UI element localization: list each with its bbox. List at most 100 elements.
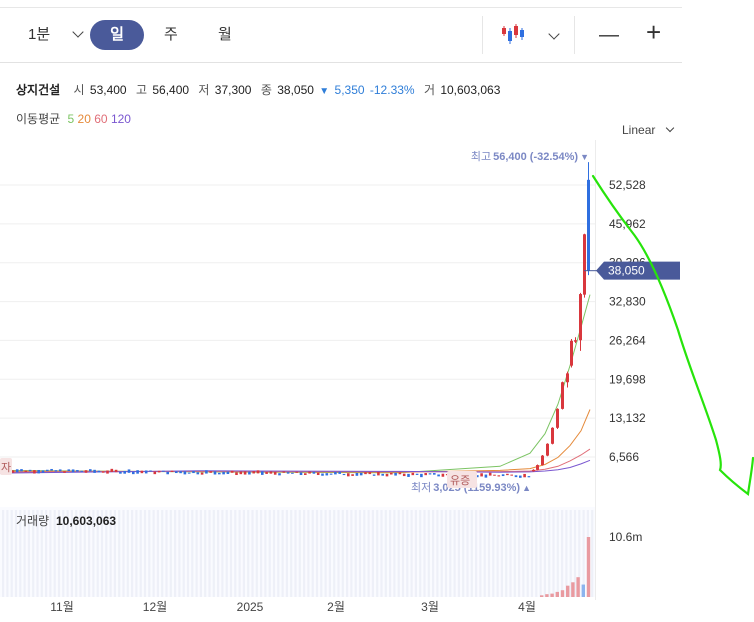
stock-name: 상지건설 bbox=[16, 83, 61, 97]
history-candle bbox=[424, 473, 427, 476]
volume-bar-bg bbox=[294, 510, 297, 597]
history-candle bbox=[411, 472, 415, 476]
history-candle bbox=[338, 471, 341, 474]
x-tick-label: 11월 bbox=[50, 600, 74, 614]
volume-bar-bg bbox=[509, 510, 512, 597]
history-candle bbox=[437, 474, 440, 477]
volume-bar-bg bbox=[268, 510, 271, 597]
volume-bar-bg bbox=[122, 510, 125, 597]
history-candle bbox=[347, 473, 350, 477]
zoom-out-button[interactable]: — bbox=[599, 24, 619, 46]
volume-bar-bg bbox=[285, 510, 288, 597]
history-candle bbox=[484, 474, 488, 478]
history-candle bbox=[192, 471, 195, 474]
volume-bar-bg bbox=[389, 510, 392, 597]
history-candle bbox=[106, 470, 109, 474]
chart-type-button[interactable] bbox=[500, 22, 570, 50]
top-border bbox=[0, 7, 682, 8]
tab-week[interactable]: 주 bbox=[164, 26, 178, 43]
close-value: 38,050 bbox=[277, 83, 314, 97]
volume-bar-bg bbox=[221, 510, 224, 597]
candle-body bbox=[546, 443, 549, 456]
volume-bar-bg bbox=[393, 510, 396, 597]
history-candle bbox=[123, 470, 126, 474]
history-candle bbox=[187, 472, 191, 474]
candle-body bbox=[551, 427, 554, 444]
max-value: 56,400 (-32.54%) bbox=[493, 151, 578, 163]
volume-bar-bg bbox=[195, 510, 198, 597]
ma-60-label: 60 bbox=[94, 112, 108, 126]
volume-bar-bg bbox=[45, 510, 48, 597]
volume-bar-bg bbox=[186, 510, 190, 597]
volume-bar-bg bbox=[92, 510, 95, 597]
history-candle bbox=[295, 471, 298, 473]
volume-bar-bg bbox=[225, 510, 228, 597]
high-value: 56,400 bbox=[152, 83, 190, 97]
history-candle bbox=[261, 471, 264, 475]
history-candle bbox=[33, 470, 36, 474]
history-candle bbox=[299, 472, 303, 476]
history-candle bbox=[101, 471, 105, 473]
low-label: 저 bbox=[198, 83, 210, 97]
volume-bar bbox=[560, 590, 565, 597]
volume-bar-bg bbox=[303, 510, 306, 597]
history-candle bbox=[514, 475, 518, 478]
chart-panel: 1분 일 주 월 — + 상지건설 시 53,400 고 bbox=[0, 0, 682, 622]
ma-20-line bbox=[0, 409, 591, 473]
volume-bar-bg bbox=[483, 510, 486, 597]
volume-bar-bg bbox=[444, 510, 448, 597]
history-candle bbox=[428, 473, 432, 475]
history-candle bbox=[480, 473, 483, 477]
volume-bar-bg bbox=[10, 510, 13, 597]
volume-bar-bg bbox=[410, 510, 413, 597]
history-candle bbox=[342, 473, 346, 476]
candle-body bbox=[570, 340, 573, 366]
volume-bar-bg bbox=[432, 510, 435, 597]
moving-average-legend: 이동평균 5 20 60 120 bbox=[16, 110, 131, 127]
ma-label: 이동평균 bbox=[16, 112, 61, 126]
history-candle bbox=[248, 471, 251, 475]
volume-bar-bg bbox=[535, 510, 538, 597]
y-tick-label: 13,132 bbox=[609, 411, 646, 425]
history-candle bbox=[488, 472, 492, 476]
volume-bar bbox=[576, 577, 580, 597]
volume-bar-bg bbox=[191, 510, 194, 597]
volume-bar-bg bbox=[143, 510, 147, 597]
history-candle bbox=[407, 473, 410, 477]
scale-dropdown[interactable]: Linear bbox=[622, 123, 674, 137]
history-candle bbox=[114, 469, 118, 473]
volume-bar-bg bbox=[255, 510, 258, 597]
volume-bar-bg bbox=[23, 510, 26, 597]
interval-dropdown[interactable]: 1분 bbox=[28, 20, 84, 50]
zoom-in-button[interactable]: + bbox=[646, 17, 662, 47]
history-candle bbox=[15, 469, 19, 473]
history-candle bbox=[402, 473, 406, 477]
history-candle bbox=[368, 472, 372, 475]
history-candle bbox=[321, 473, 324, 476]
y-tick-label: 45,962 bbox=[609, 217, 646, 231]
max-label: 최고 bbox=[471, 150, 491, 163]
volume-bar-bg bbox=[397, 510, 400, 597]
history-candle bbox=[71, 469, 75, 473]
price-chart[interactable]: 52,52845,96239,39632,83026,26419,69813,1… bbox=[0, 0, 682, 622]
history-candle bbox=[286, 472, 290, 474]
tab-day[interactable]: 일 bbox=[90, 20, 144, 50]
y-tick-label: 26,264 bbox=[609, 333, 646, 347]
volume-bar-bg bbox=[234, 510, 237, 597]
volume-bar-bg bbox=[406, 510, 409, 597]
ma-20-label: 20 bbox=[77, 112, 91, 126]
volume-bar-bg bbox=[556, 510, 559, 597]
candle-body bbox=[561, 382, 564, 409]
history-candle bbox=[166, 471, 169, 475]
history-candle bbox=[334, 472, 337, 475]
volume-bar bbox=[581, 584, 585, 597]
history-candle bbox=[222, 471, 225, 475]
high-label: 고 bbox=[135, 83, 147, 97]
volume-bar-bg bbox=[518, 510, 521, 597]
tab-month[interactable]: 월 bbox=[218, 26, 232, 43]
history-candle bbox=[80, 470, 83, 472]
chart-toolbar: 1분 일 주 월 — + bbox=[0, 8, 682, 63]
history-candle bbox=[398, 472, 402, 475]
volume-bar-bg bbox=[204, 510, 207, 597]
history-candle bbox=[136, 470, 139, 474]
